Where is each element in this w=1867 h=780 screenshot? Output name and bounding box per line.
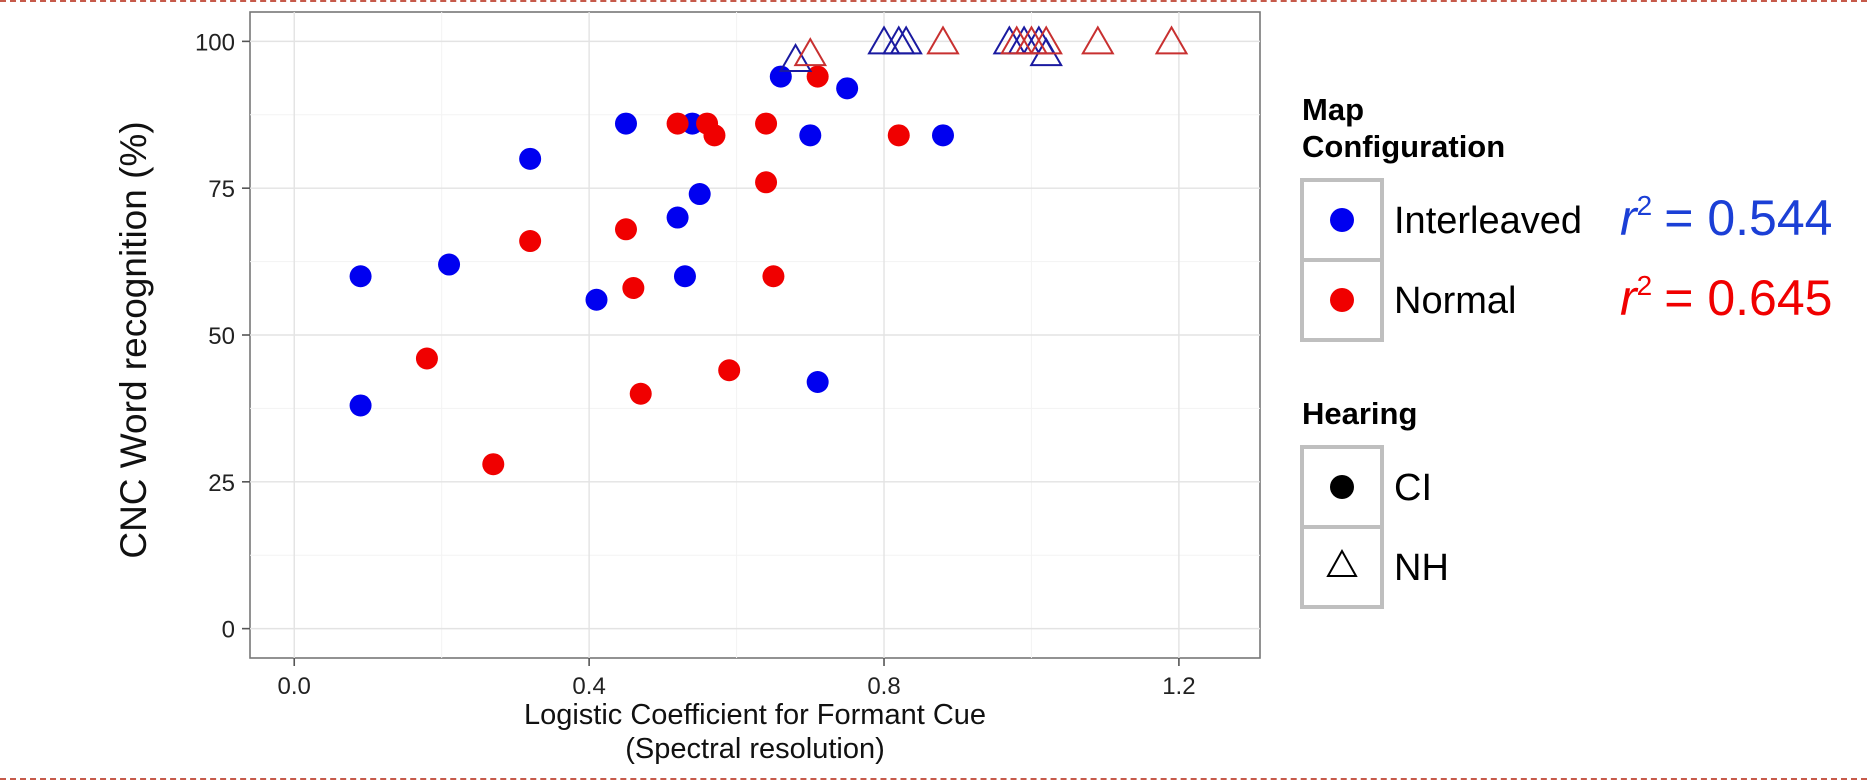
legend-map-title-line2: Configuration	[1302, 129, 1505, 164]
normal-ci-point	[703, 124, 726, 147]
legend: Map Configuration Interleaved Normal r2 =…	[1300, 92, 1832, 609]
interleaved-ci-point	[349, 394, 372, 417]
legend-label-nh: NH	[1394, 547, 1449, 589]
y-tick-label: 25	[208, 470, 235, 497]
legend-label-interleaved: Interleaved	[1394, 200, 1582, 242]
interleaved-ci-point	[799, 124, 822, 147]
normal-ci-point	[755, 112, 778, 135]
r2-interleaved-exponent: 2	[1637, 190, 1653, 221]
normal-ci-point	[614, 218, 637, 241]
x-axis-title-line1: Logistic Coefficient for Formant Cue	[524, 699, 986, 731]
legend-triangle-nh	[1326, 548, 1358, 577]
x-tick-label: 0.0	[278, 673, 311, 700]
interleaved-ci-point	[688, 183, 711, 206]
x-tick-label: 1.2	[1162, 673, 1195, 700]
interleaved-ci-point	[614, 112, 637, 135]
normal-ci-point	[666, 112, 689, 135]
interleaved-ci-point	[931, 124, 954, 147]
y-axis-title: CNC Word recognition (%)	[113, 121, 154, 558]
legend-map-title-line1: Map	[1302, 92, 1364, 127]
grid-lines	[250, 12, 1260, 658]
normal-ci-point	[519, 230, 542, 253]
r2-normal-exponent: 2	[1637, 270, 1653, 301]
interleaved-ci-point	[519, 147, 542, 170]
normal-ci-point	[629, 382, 652, 405]
normal-ci-point	[415, 347, 438, 370]
interleaved-ci-point	[349, 265, 372, 288]
x-axis-title-line2: (Spectral resolution)	[625, 733, 885, 765]
r2-normal-value: = 0.645	[1664, 270, 1832, 326]
interleaved-ci-point	[806, 370, 829, 393]
normal-ci-point	[887, 124, 910, 147]
y-tick-label: 0	[222, 617, 235, 644]
axis-ticks: 0.0 0.4 0.8 1.2 0 25 50 75 100	[195, 29, 1196, 700]
normal-ci-point	[755, 171, 778, 194]
x-tick-label: 0.8	[867, 673, 900, 700]
interleaved-ci-point	[673, 265, 696, 288]
normal-ci-point	[718, 359, 741, 382]
legend-dot-interleaved	[1330, 208, 1354, 232]
y-tick-label: 100	[195, 29, 235, 56]
r2-normal-symbol: r	[1620, 270, 1639, 326]
r2-interleaved-symbol: r	[1620, 190, 1639, 246]
normal-ci-point	[806, 65, 829, 88]
normal-nh-point	[1029, 25, 1063, 55]
r2-normal: r2 = 0.645	[1620, 270, 1832, 326]
r2-interleaved-value: = 0.544	[1664, 190, 1832, 246]
normal-nh-point	[1081, 25, 1115, 55]
interleaved-nh-point	[778, 42, 813, 72]
interleaved-ci-point	[836, 77, 859, 100]
y-tick-label: 75	[208, 176, 235, 203]
legend-dot-ci	[1330, 475, 1354, 499]
legend-hearing-title: Hearing	[1302, 396, 1417, 431]
bottom-dashed-border	[0, 778, 1867, 780]
normal-nh-point	[793, 37, 828, 67]
normal-nh-point	[926, 25, 960, 55]
legend-label-normal: Normal	[1394, 280, 1516, 322]
data-points	[349, 25, 1189, 476]
normal-ci-point	[482, 453, 505, 476]
legend-label-ci: CI	[1394, 467, 1432, 509]
interleaved-ci-point	[666, 206, 689, 229]
r2-interleaved: r2 = 0.544	[1620, 190, 1832, 246]
y-tick-label: 50	[208, 323, 235, 350]
legend-key-nh	[1300, 525, 1384, 609]
interleaved-ci-point	[585, 288, 608, 311]
normal-nh-point	[1154, 25, 1189, 55]
normal-ci-point	[622, 277, 645, 300]
legend-dot-normal	[1330, 288, 1354, 312]
normal-ci-point	[762, 265, 785, 288]
top-dashed-border	[0, 0, 1867, 2]
x-tick-label: 0.4	[572, 673, 605, 700]
interleaved-nh-point	[889, 25, 923, 55]
interleaved-ci-point	[438, 253, 461, 276]
interleaved-nh-point	[1029, 37, 1063, 67]
